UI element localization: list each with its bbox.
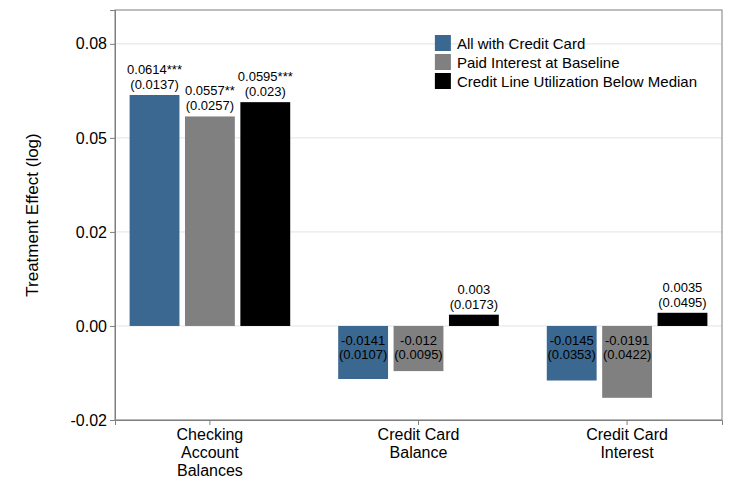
x-axis: CheckingAccountBalances Credit CardBalanc… bbox=[116, 420, 723, 479]
bar bbox=[130, 95, 180, 326]
error-label: (0.0173) bbox=[450, 297, 498, 312]
bar bbox=[547, 326, 597, 381]
error-label: (0.0137) bbox=[130, 77, 178, 92]
data-label: -0.012 bbox=[400, 333, 437, 348]
legend-swatch bbox=[435, 54, 451, 70]
x-axis-line bbox=[116, 421, 723, 426]
x-tick-label: Credit CardInterest bbox=[586, 426, 668, 461]
grid-line bbox=[115, 43, 722, 44]
legend-swatch bbox=[435, 35, 451, 51]
error-label: (0.0257) bbox=[186, 98, 234, 113]
legend-item: Paid Interest at Baseline bbox=[435, 54, 620, 71]
y-tick-mark bbox=[110, 420, 115, 421]
data-label: 0.0557** bbox=[185, 83, 235, 98]
bar bbox=[449, 315, 499, 326]
x-tick-mark bbox=[627, 420, 628, 425]
legend-swatch bbox=[435, 73, 451, 89]
error-label: (0.0353) bbox=[547, 347, 595, 362]
bar bbox=[602, 326, 652, 398]
y-tick-mark bbox=[110, 44, 115, 45]
bar bbox=[185, 116, 235, 326]
y-axis-title: Treatment Effect (log) bbox=[23, 133, 42, 296]
plot-frame bbox=[115, 10, 722, 420]
y-tick-label: 0.00 bbox=[76, 318, 107, 335]
y-tick-label: 0.05 bbox=[76, 130, 107, 147]
x-tick-mark bbox=[418, 420, 419, 425]
y-tick: -0.02 bbox=[71, 412, 115, 429]
legend-label: All with Credit Card bbox=[457, 35, 585, 52]
error-label: (0.0422) bbox=[603, 347, 651, 362]
data-label: -0.0141 bbox=[341, 333, 385, 348]
data-label: 0.0035 bbox=[663, 280, 703, 295]
y-tick-mark bbox=[110, 232, 115, 233]
data-label: -0.0145 bbox=[550, 333, 594, 348]
y-tick-label: -0.02 bbox=[71, 412, 108, 429]
legend-label: Paid Interest at Baseline bbox=[457, 54, 620, 71]
plot-background bbox=[115, 10, 722, 420]
y-tick-label: 0.02 bbox=[76, 224, 107, 241]
data-label: 0.0614*** bbox=[127, 62, 182, 77]
bar bbox=[240, 102, 290, 326]
bar bbox=[394, 326, 444, 371]
x-tick: CheckingAccountBalances bbox=[177, 420, 244, 479]
x-tick-label: CheckingAccountBalances bbox=[177, 426, 244, 479]
y-axis-line bbox=[110, 11, 116, 421]
y-tick: 0.05 bbox=[76, 130, 115, 147]
x-tick-label: Credit CardBalance bbox=[378, 426, 460, 461]
y-tick-label: 0.08 bbox=[76, 35, 107, 52]
error-label: (0.0095) bbox=[394, 347, 442, 362]
bars bbox=[130, 95, 708, 398]
error-label: (0.0495) bbox=[658, 295, 706, 310]
bar bbox=[658, 313, 708, 326]
y-axis: -0.02 0.00 0.02 0.05 0.08 bbox=[71, 11, 116, 429]
data-label: -0.0191 bbox=[605, 333, 649, 348]
grid bbox=[115, 44, 722, 420]
y-tick-mark bbox=[110, 326, 115, 327]
data-label: 0.0595*** bbox=[238, 69, 293, 84]
bar bbox=[338, 326, 388, 379]
y-tick: 0.02 bbox=[76, 224, 115, 241]
chart-container: -0.02 0.00 0.02 0.05 0.08 Treatment Effect (l… bbox=[0, 0, 750, 483]
data-label: 0.003 bbox=[458, 282, 491, 297]
error-label: (0.0107) bbox=[339, 347, 387, 362]
y-tick: 0.00 bbox=[76, 318, 115, 335]
data-labels: 0.0614***(0.0137)-0.0141(0.0107)-0.0145(… bbox=[127, 62, 707, 362]
x-tick: Credit CardBalance bbox=[378, 420, 460, 461]
y-tick-mark bbox=[110, 138, 115, 139]
chart-svg: -0.02 0.00 0.02 0.05 0.08 Treatment Effect (l… bbox=[0, 0, 750, 483]
y-tick: 0.08 bbox=[76, 35, 115, 52]
legend-label: Credit Line Utilization Below Median bbox=[457, 73, 697, 90]
legend-item: All with Credit Card bbox=[435, 35, 585, 52]
legend: All with Credit Card Paid Interest at Bas… bbox=[435, 35, 697, 90]
x-tick-mark bbox=[209, 420, 210, 425]
error-label: (0.023) bbox=[245, 84, 286, 99]
x-tick: Credit CardInterest bbox=[586, 420, 668, 461]
legend-item: Credit Line Utilization Below Median bbox=[435, 73, 697, 90]
